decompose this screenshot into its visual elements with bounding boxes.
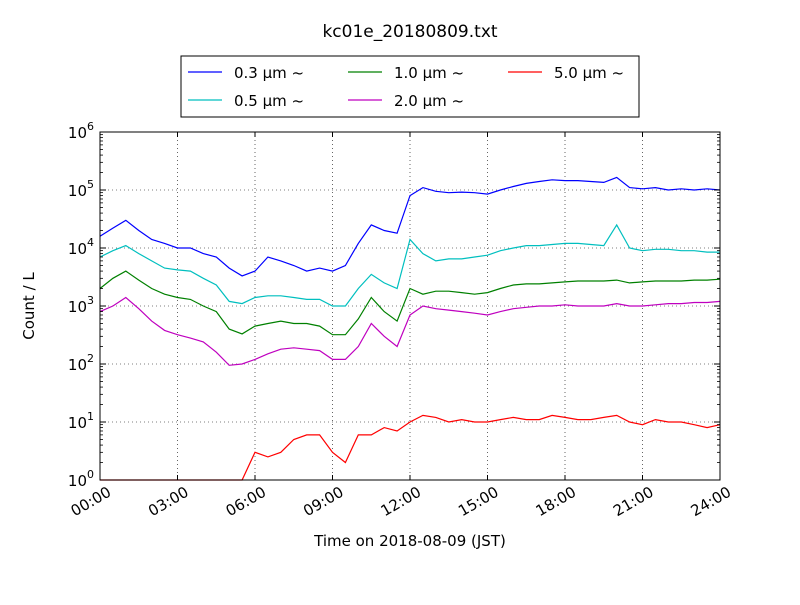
x-axis-label: Time on 2018-08-09 (JST) bbox=[313, 532, 506, 550]
series-line-0 bbox=[99, 176, 721, 277]
y-axis-label: Count / L bbox=[20, 272, 38, 340]
y-tick-exponent: 5 bbox=[87, 178, 94, 191]
y-tick-label: 101 bbox=[68, 410, 94, 432]
y-tick-exponent: 0 bbox=[87, 468, 94, 481]
chart-title: kc01e_20180809.txt bbox=[322, 22, 497, 42]
x-tick-label: 03:00 bbox=[145, 483, 191, 520]
y-tick-label: 102 bbox=[68, 352, 94, 374]
series-line-2 bbox=[99, 270, 721, 336]
y-tick-exponent: 3 bbox=[87, 294, 94, 307]
y-tick-label: 100 bbox=[68, 468, 94, 490]
y-tick-exponent: 6 bbox=[87, 120, 94, 133]
legend-frame bbox=[180, 55, 640, 118]
y-tick-label: 105 bbox=[68, 178, 94, 200]
x-tick-label: 09:00 bbox=[300, 483, 346, 520]
y-tick-exponent: 4 bbox=[87, 236, 94, 249]
legend-label-2: 1.0 μm ~ bbox=[394, 64, 464, 82]
y-tick-label: 106 bbox=[68, 120, 94, 142]
y-tick-label: 104 bbox=[68, 236, 94, 258]
legend-label-4: 5.0 μm ~ bbox=[554, 64, 624, 82]
y-tick-exponent: 2 bbox=[87, 352, 94, 365]
x-tick-label: 15:00 bbox=[455, 483, 501, 520]
x-tick-label: 12:00 bbox=[378, 483, 424, 520]
gridlines bbox=[100, 132, 720, 480]
series-line-1 bbox=[99, 223, 720, 307]
x-tick-label: 21:00 bbox=[610, 483, 656, 520]
y-tick-exponent: 1 bbox=[87, 410, 94, 423]
series-line-3 bbox=[99, 296, 721, 366]
legend-label-0: 0.3 μm ~ bbox=[234, 64, 304, 82]
legend-label-1: 0.5 μm ~ bbox=[234, 92, 304, 110]
legend: 0.3 μm ~ 0.5 μm ~ 1.0 μm ~ 2.0 μm ~ 5.0 μm ~ bbox=[180, 55, 640, 118]
x-tick-label: 24:00 bbox=[688, 483, 734, 520]
y-tick-label: 103 bbox=[68, 294, 94, 316]
x-tick-label: 18:00 bbox=[533, 483, 579, 520]
legend-label-3: 2.0 μm ~ bbox=[394, 92, 464, 110]
x-tick-label: 06:00 bbox=[223, 483, 269, 520]
